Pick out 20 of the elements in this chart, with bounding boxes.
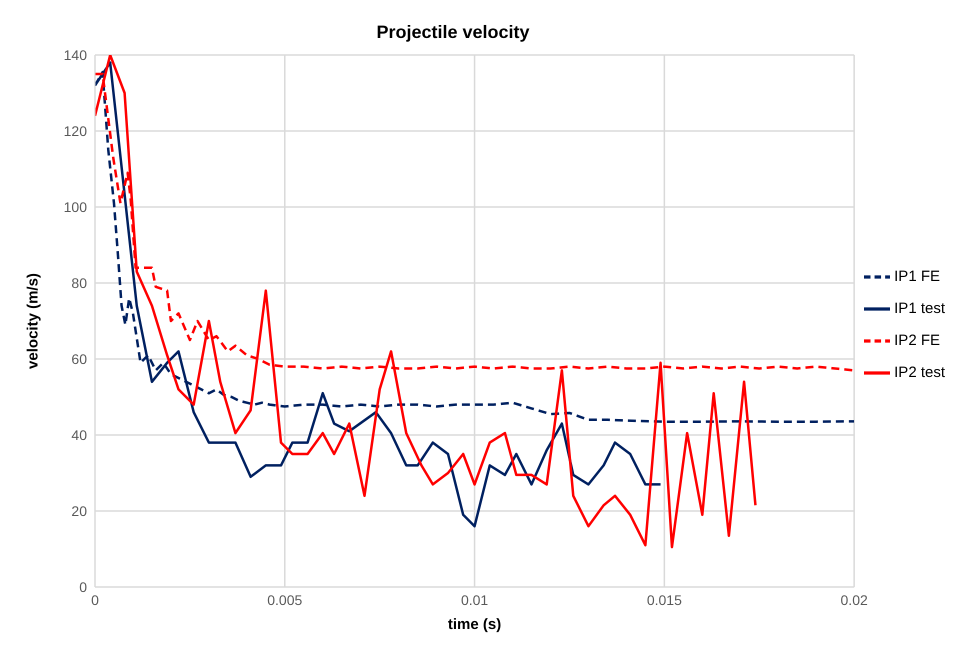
y-tick-label: 140 bbox=[64, 46, 88, 63]
legend-label: IP2 test bbox=[894, 364, 945, 380]
y-tick-label: 0 bbox=[79, 578, 88, 595]
y-tick-label: 60 bbox=[71, 350, 88, 367]
x-axis-title: time (s) bbox=[448, 616, 502, 633]
legend-label: IP1 test bbox=[894, 300, 945, 316]
x-tick-label: 0.02 bbox=[840, 592, 868, 608]
y-tick-label: 120 bbox=[64, 122, 88, 139]
x-tick-label: 0.01 bbox=[460, 592, 488, 608]
x-tick-label: 0.005 bbox=[267, 592, 303, 608]
legend-label: IP2 FE bbox=[894, 332, 940, 348]
chart-title: Projectile velocity bbox=[375, 22, 531, 43]
y-tick-label: 40 bbox=[71, 426, 88, 443]
x-tick-label: 0 bbox=[91, 592, 100, 608]
y-tick-label: 100 bbox=[64, 198, 88, 215]
y-tick-label: 20 bbox=[71, 502, 88, 519]
x-tick-label: 0.015 bbox=[646, 592, 682, 608]
y-axis-title: velocity (m/s) bbox=[24, 273, 42, 369]
legend-label: IP1 FE bbox=[894, 268, 940, 284]
y-tick-label: 80 bbox=[71, 274, 88, 291]
